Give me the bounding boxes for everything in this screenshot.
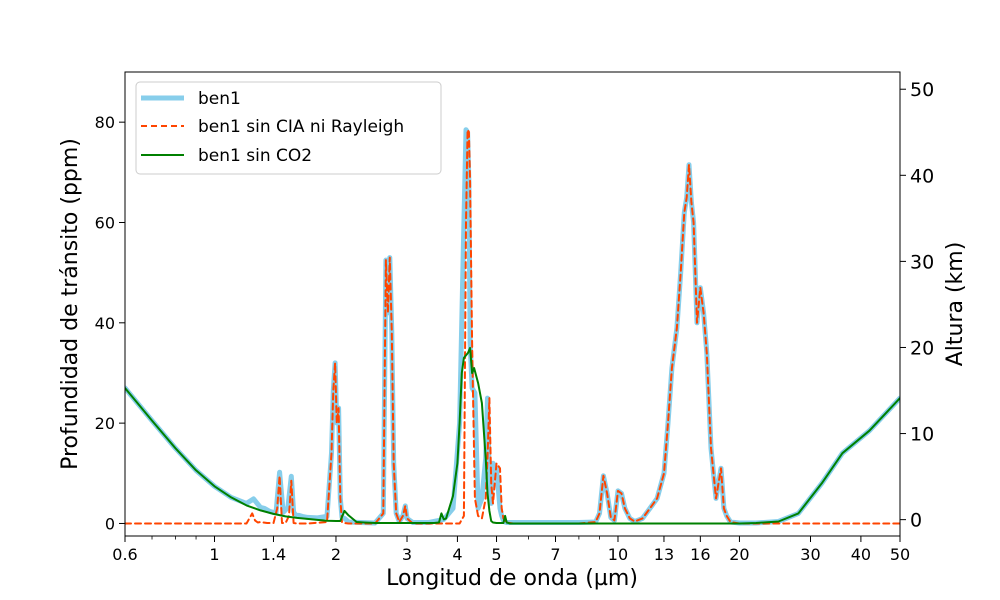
y-tick-label: 20	[95, 414, 115, 433]
x-tick-label: 20	[729, 545, 749, 564]
y2-tick-label: 10	[910, 424, 934, 446]
series-line-2	[125, 346, 900, 525]
x-tick-label: 4	[452, 545, 462, 564]
x-tick-label: 50	[890, 545, 910, 564]
x-axis-title: Longitud de onda (µm)	[386, 566, 638, 591]
y2-tick-label: 40	[910, 165, 934, 187]
x-tick-label: 30	[800, 545, 820, 564]
y-tick-label: 40	[95, 314, 115, 333]
y-tick-label: 60	[95, 213, 115, 232]
y2-tick-label: 30	[910, 251, 934, 273]
x-tick-label: 1.4	[261, 545, 286, 564]
x-tick-label: 13	[654, 545, 674, 564]
legend-label-ben1: ben1	[198, 89, 241, 109]
y-tick-label: 0	[105, 514, 115, 533]
y2-tick-label: 20	[910, 337, 934, 359]
x-tick-label: 1	[209, 545, 219, 564]
plot-frame	[124, 71, 901, 537]
x-tick-label: 0.6	[112, 545, 137, 564]
legend-label-sin-cia: ben1 sin CIA ni Rayleigh	[198, 117, 404, 137]
x-tick-label: 16	[690, 545, 710, 564]
y-axis-title: Profundidad de tránsito (ppm)	[58, 138, 83, 470]
legend-frame	[135, 81, 442, 175]
legend: ben1 ben1 sin CIA ni Rayleigh ben1 sin C…	[135, 81, 442, 175]
x-tick-label: 2	[331, 545, 341, 564]
y-tick-label: 80	[95, 113, 115, 132]
series-line-1	[125, 128, 900, 525]
x-tick-label: 10	[608, 545, 628, 564]
series-line-0	[125, 127, 900, 526]
y2-tick-label: 0	[910, 510, 922, 532]
legend-label-sin-co2: ben1 sin CO2	[198, 146, 312, 166]
x-tick-label: 5	[491, 545, 501, 564]
y2-tick-label: 50	[910, 79, 934, 101]
x-tick-label: 3	[402, 545, 412, 564]
ticks-layer: 0.6 1 1.4 2 3 4 5 7 10 13 16 20 30 40 5002040608001020…	[95, 79, 935, 564]
series-layer	[125, 127, 900, 526]
y2-axis-title: Altura (km)	[943, 242, 968, 367]
x-tick-label: 7	[550, 545, 560, 564]
x-tick-label: 40	[851, 545, 871, 564]
